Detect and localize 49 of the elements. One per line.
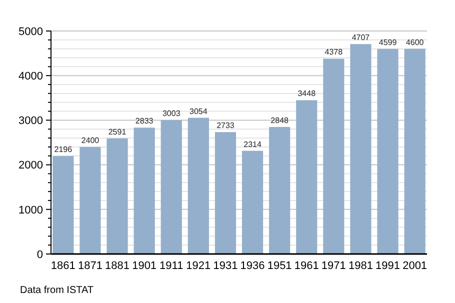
x-tick-label: 1991: [376, 260, 400, 272]
bar: [377, 48, 398, 254]
x-tick-label: 1981: [348, 260, 373, 272]
bar: [323, 58, 344, 254]
y-tick-label: 2000: [18, 160, 43, 172]
data-label: 2833: [135, 116, 154, 126]
bar: [242, 150, 264, 254]
y-tick-label: 0: [36, 248, 43, 261]
text: Data from ISTAT: [20, 285, 94, 296]
x-tick-label: 1931: [213, 260, 238, 272]
data-label: 4707: [352, 33, 370, 42]
x-tick-label: 1871: [78, 260, 102, 272]
x-tick-label: 1881: [105, 260, 130, 272]
bar: [188, 118, 209, 254]
x-tick-label: 1951: [267, 260, 292, 272]
x-tick-label: 1961: [294, 260, 319, 272]
x-tick-label: 1921: [186, 260, 211, 272]
data-label: 4378: [324, 48, 344, 57]
data-label: 4600: [406, 38, 424, 47]
x-tick-label: 1971: [321, 260, 346, 272]
x-tick-label: 1861: [50, 260, 76, 272]
y-tick-label: 1000: [18, 204, 43, 216]
bar: [404, 48, 426, 254]
bar: [214, 132, 236, 254]
bar: [296, 100, 318, 254]
data-label: 2733: [216, 121, 235, 130]
x-tick-label: 2001: [402, 260, 428, 272]
data-label: 3003: [162, 109, 181, 118]
bar: [106, 138, 128, 254]
y-tick-label: 5000: [18, 26, 43, 38]
x-tick-label: 1901: [132, 260, 157, 272]
data-label: 2314: [244, 140, 262, 149]
data-label: 2196: [54, 145, 73, 154]
data-label: 2591: [108, 127, 127, 136]
x-tick-label: 1911: [160, 260, 184, 272]
bar: [134, 128, 155, 254]
bar: [160, 120, 182, 254]
bar: [269, 126, 290, 254]
x-tick-label: 1936: [240, 260, 265, 272]
bar: [350, 44, 372, 254]
bar: [52, 156, 74, 254]
bar: [80, 146, 101, 254]
data-label: 3448: [298, 89, 316, 98]
y-tick-label: 4000: [18, 70, 43, 82]
data-label: 2848: [270, 116, 290, 125]
data-label: 4599: [378, 38, 398, 47]
data-label: 2400: [81, 136, 100, 145]
data-label: 3054: [190, 106, 208, 116]
y-tick-label: 3000: [18, 115, 43, 128]
